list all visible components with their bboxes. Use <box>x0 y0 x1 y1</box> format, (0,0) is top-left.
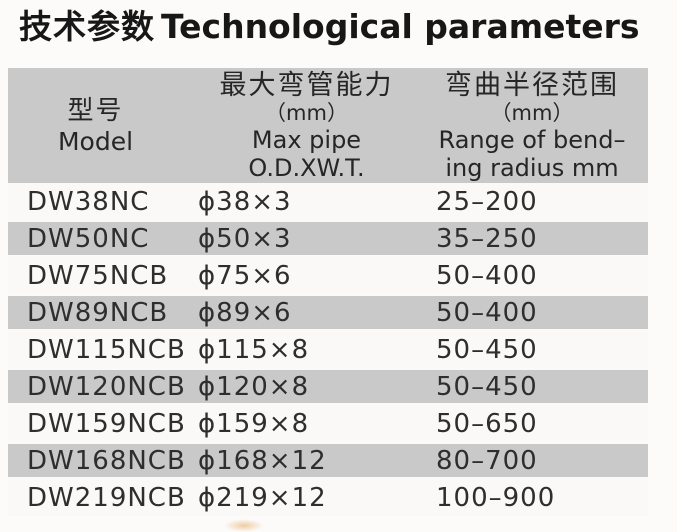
header-model: 型号 Model <box>8 68 183 183</box>
parameters-table: 型号 Model 最大弯管能力 （mm） Max pipe O.D.XW.T. … <box>8 68 648 516</box>
table-row: DW115NCB ϕ115×8 50–450 <box>8 331 648 368</box>
model-cell: DW75NCB <box>27 260 169 291</box>
header-max-pipe-en2: O.D.XW.T. <box>248 153 365 182</box>
bending-radius-cell: 50–450 <box>436 334 538 365</box>
model-cell: DW219NCB <box>27 482 186 513</box>
header-bending-radius: 弯曲半径范围 （mm） Range of bend– ing radius mm <box>416 68 648 183</box>
table-row: DW38NC ϕ38×3 25–200 <box>8 183 648 220</box>
max-pipe-cell: ϕ168×12 <box>183 442 416 479</box>
header-bending-radius-zh: 弯曲半径范围 <box>445 69 619 101</box>
model-cell: DW38NC <box>27 186 150 217</box>
max-pipe-cell: ϕ120×8 <box>183 368 416 405</box>
header-max-pipe-unit: （mm） <box>265 100 348 125</box>
bending-radius-cell: 25–200 <box>436 186 538 217</box>
bending-radius-cell: 100–900 <box>436 482 556 513</box>
table-row: DW89NCB ϕ89×6 50–400 <box>8 294 648 331</box>
header-bending-radius-unit: （mm） <box>490 100 574 125</box>
header-model-en: Model <box>57 126 134 156</box>
table-row: DW168NCB ϕ168×12 80–700 <box>8 442 648 479</box>
model-cell: DW115NCB <box>27 334 186 365</box>
page-title: 技术参数 Technological parameters <box>19 4 640 50</box>
bending-radius-cell: 50–400 <box>416 294 648 331</box>
header-bending-radius-en2: ing radius mm <box>445 153 619 182</box>
bending-radius-cell: 50–650 <box>436 408 538 439</box>
max-pipe-cell: ϕ38×3 <box>198 186 292 217</box>
table-row: DW159NCB ϕ159×8 50–650 <box>8 405 648 442</box>
table-header: 型号 Model 最大弯管能力 （mm） Max pipe O.D.XW.T. … <box>8 68 648 183</box>
table-row: DW50NC ϕ50×3 35–250 <box>8 220 648 257</box>
model-cell: DW89NCB <box>8 294 183 331</box>
max-pipe-cell: ϕ50×3 <box>183 220 416 257</box>
max-pipe-cell: ϕ219×12 <box>198 482 327 513</box>
model-cell: DW50NC <box>8 220 183 257</box>
header-bending-radius-en1: Range of bend– <box>438 125 626 154</box>
bending-radius-cell: 50–450 <box>416 368 648 405</box>
model-cell: DW159NCB <box>27 408 186 439</box>
max-pipe-cell: ϕ89×6 <box>183 294 416 331</box>
bending-radius-cell: 50–400 <box>436 260 538 291</box>
model-cell: DW120NCB <box>8 368 185 405</box>
header-max-pipe-zh: 最大弯管能力 <box>219 69 394 101</box>
page-title-zh: 技术参数 <box>19 7 155 46</box>
table-row: DW120NCB ϕ120×8 50–450 <box>8 368 648 405</box>
table-body: DW38NC ϕ38×3 25–200 DW50NC ϕ50×3 35–250 … <box>8 183 648 516</box>
scan-watermark-artifact <box>224 519 264 532</box>
table-row: DW219NCB ϕ219×12 100–900 <box>8 479 648 516</box>
model-cell: DW168NCB <box>8 442 185 479</box>
header-max-pipe: 最大弯管能力 （mm） Max pipe O.D.XW.T. <box>183 68 416 183</box>
bending-radius-cell: 80–700 <box>416 442 648 479</box>
max-pipe-cell: ϕ75×6 <box>198 260 292 291</box>
page-title-en: Technological parameters <box>161 7 640 46</box>
table-row: DW75NCB ϕ75×6 50–400 <box>8 257 648 294</box>
header-model-zh: 型号 <box>67 95 124 126</box>
max-pipe-cell: ϕ115×8 <box>198 334 310 365</box>
bending-radius-cell: 35–250 <box>416 220 648 257</box>
header-max-pipe-en1: Max pipe <box>251 125 362 154</box>
max-pipe-cell: ϕ159×8 <box>198 408 310 439</box>
header-row: 型号 Model 最大弯管能力 （mm） Max pipe O.D.XW.T. … <box>8 68 648 183</box>
